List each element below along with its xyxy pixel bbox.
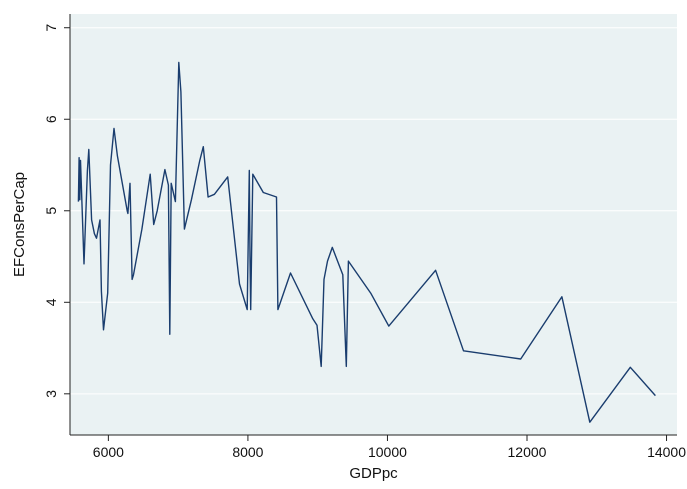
y-tick-label: 3	[43, 390, 59, 398]
x-axis-ticks: 6000 8000 10000 12000 14000	[93, 435, 686, 460]
y-tick-label: 6	[43, 115, 59, 123]
x-tick-label: 14000	[647, 444, 686, 460]
x-axis-title: GDPpc	[349, 465, 398, 482]
series-layer	[77, 61, 656, 423]
x-tick-label: 8000	[232, 444, 263, 460]
series-line	[77, 61, 656, 423]
plot-area	[70, 14, 677, 435]
y-tick-label: 4	[43, 298, 59, 306]
y-axis-title: EFConsPerCap	[11, 172, 28, 277]
axes	[69, 14, 677, 436]
x-tick-label: 6000	[93, 444, 124, 460]
y-axis-ticks: 3 4 5 6 7	[43, 24, 70, 398]
y-tick-label: 7	[43, 24, 59, 32]
y-tick-label: 5	[43, 207, 59, 215]
x-tick-label: 12000	[508, 444, 547, 460]
x-tick-label: 10000	[368, 444, 407, 460]
